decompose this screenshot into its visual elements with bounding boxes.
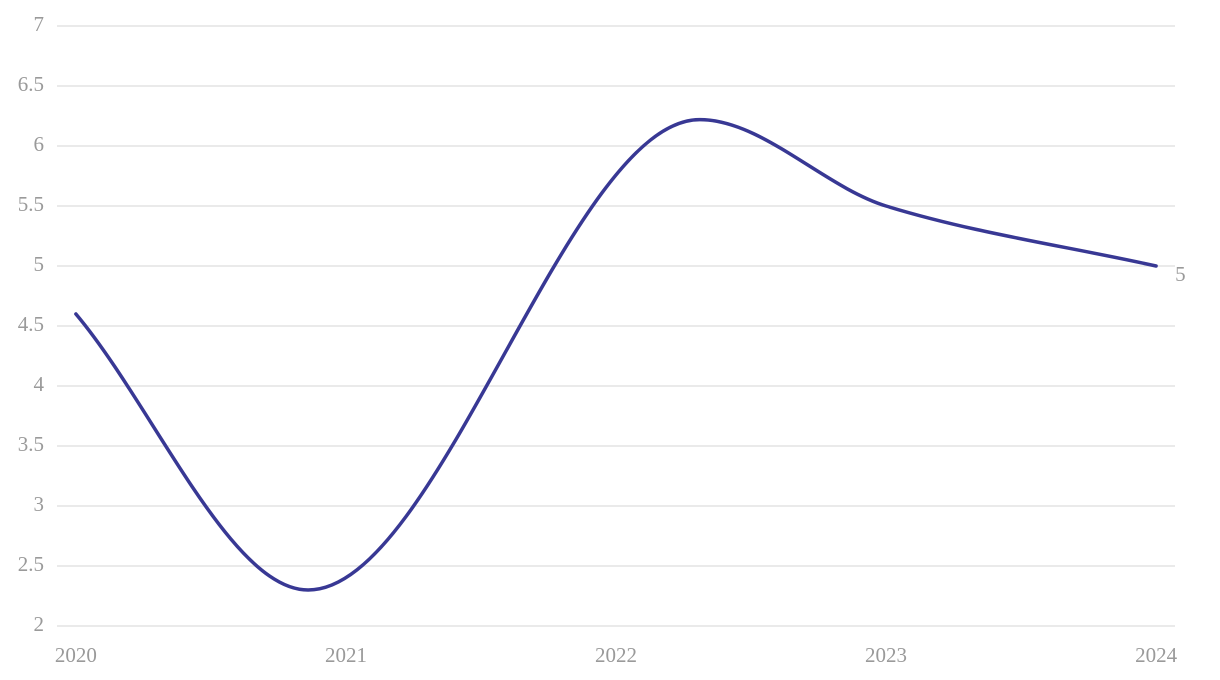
end-value-label: 5 <box>1175 262 1186 286</box>
line <box>74 117 1158 592</box>
x-tick-label: 2020 <box>55 643 97 667</box>
x-tick-label: 2023 <box>865 643 907 667</box>
y-tick-label: 4 <box>34 372 45 396</box>
y-tick-label: 5 <box>34 252 45 276</box>
y-tick-label: 4.5 <box>18 312 44 336</box>
x-tick-label: 2024 <box>1135 643 1178 667</box>
y-tick-label: 6.5 <box>18 72 44 96</box>
y-tick-label: 5.5 <box>18 192 44 216</box>
x-tick-label: 2021 <box>325 643 367 667</box>
y-tick-label: 7 <box>34 12 45 36</box>
y-tick-label: 6 <box>34 132 45 156</box>
y-tick-label: 3.5 <box>18 432 44 456</box>
y-tick-label: 2.5 <box>18 552 44 576</box>
x-tick-label: 2022 <box>595 643 637 667</box>
y-tick-label: 3 <box>34 492 45 516</box>
y-tick-label: 2 <box>34 612 45 636</box>
